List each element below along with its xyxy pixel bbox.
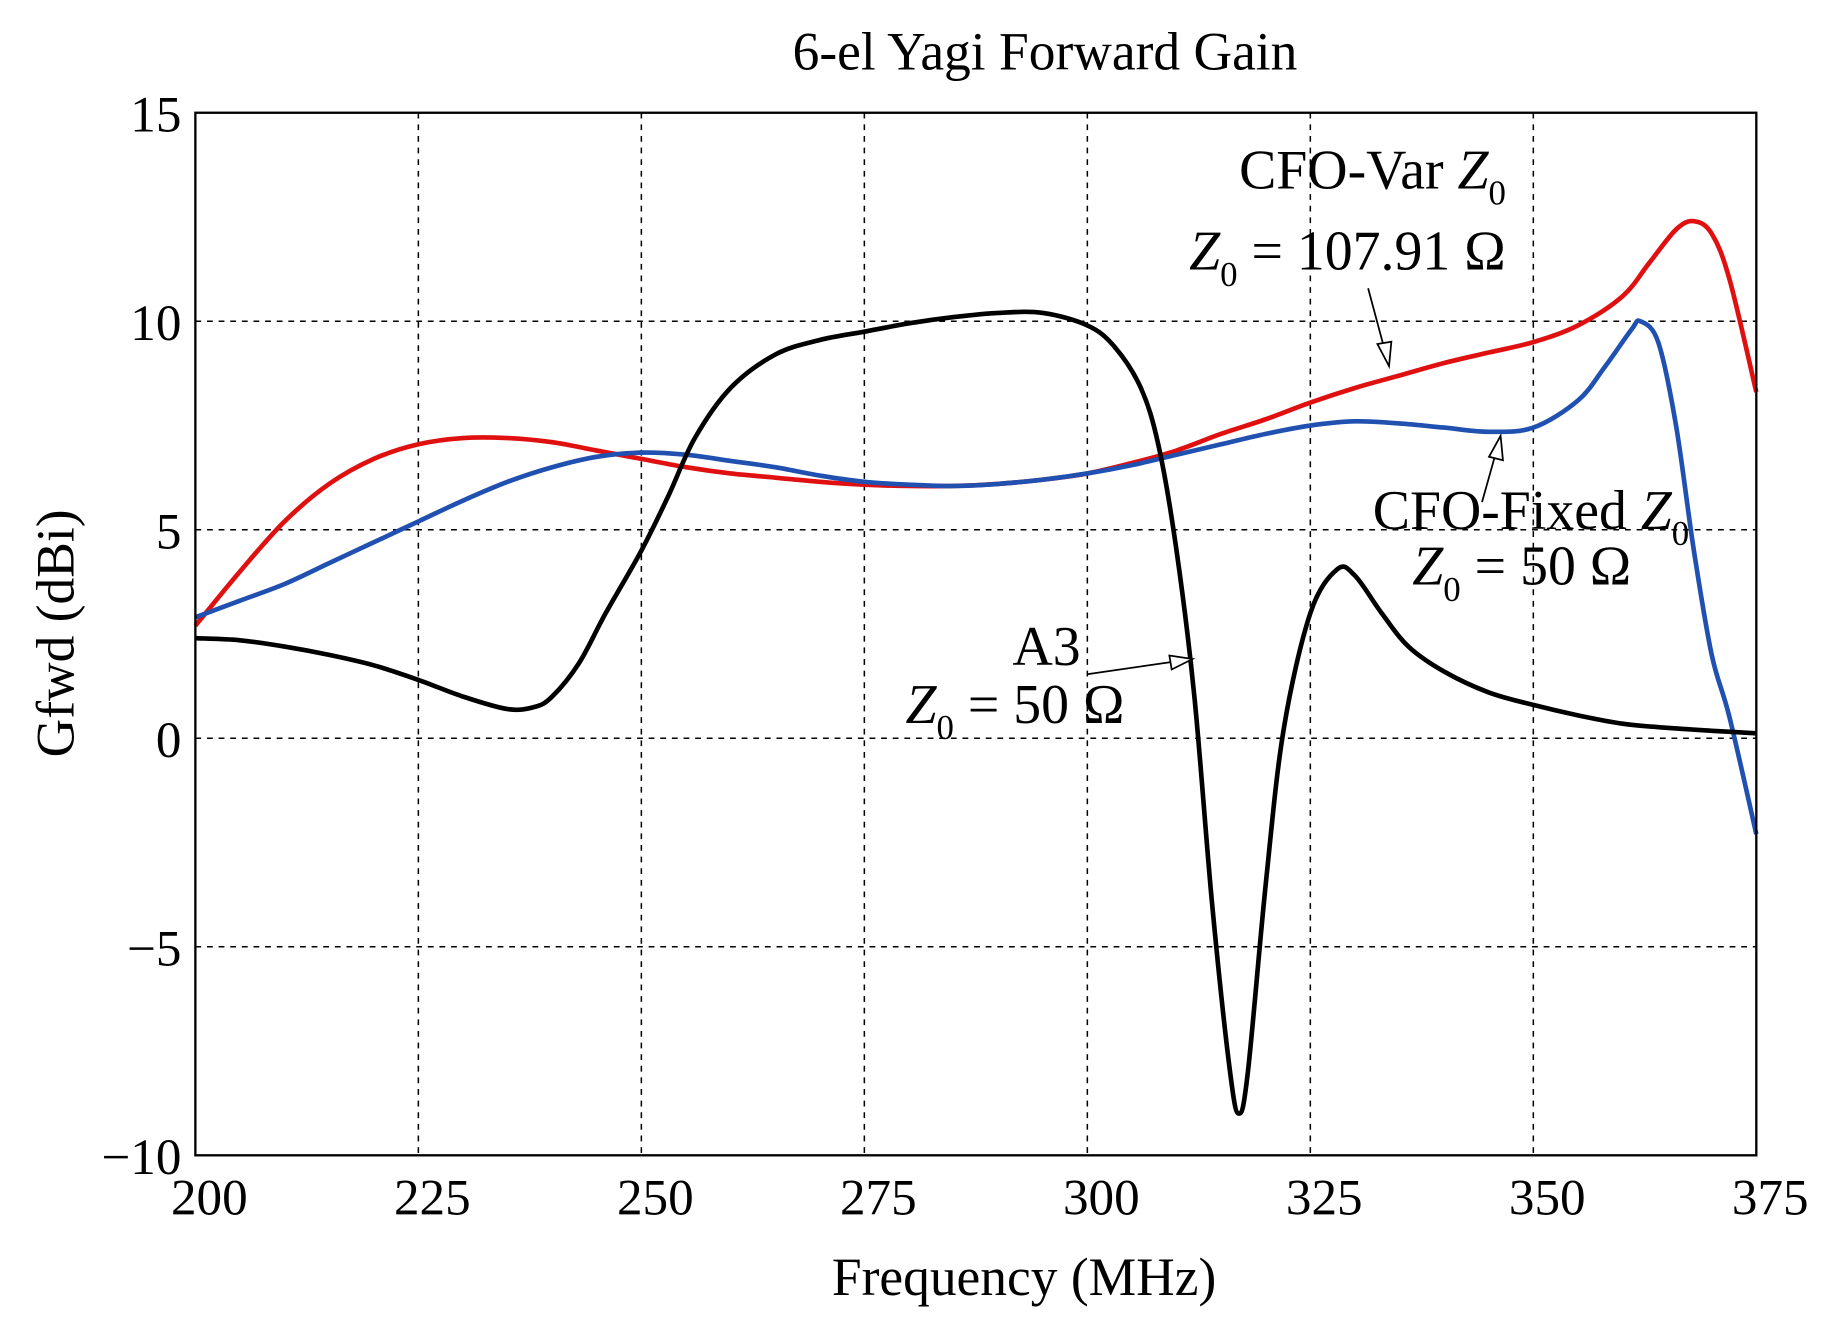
x-tick-label: 350 bbox=[1509, 1170, 1586, 1227]
x-tick-label: 250 bbox=[617, 1170, 694, 1227]
svg-text:CFO-Fixed Z0: CFO-Fixed Z0 bbox=[1373, 480, 1689, 553]
x-tick-label: 300 bbox=[1063, 1170, 1140, 1227]
x-tick-label: 275 bbox=[840, 1170, 917, 1227]
grid bbox=[195, 112, 1757, 1156]
series-line-cfo-fixed-z0 bbox=[194, 318, 1759, 835]
x-tick-label: 375 bbox=[1732, 1170, 1809, 1227]
y-tick-label: 0 bbox=[156, 712, 182, 769]
x-tick-labels: 200 225 250 275 300 325 350 375 bbox=[171, 1170, 1809, 1227]
y-tick-label: −10 bbox=[101, 1129, 181, 1186]
x-tick-label: 225 bbox=[394, 1170, 471, 1227]
annotation-cfo-fixed: CFO-Fixed Z0 Z0 = 50 Ω bbox=[1373, 432, 1689, 609]
series-lines bbox=[193, 218, 1759, 1116]
y-tick-label: 5 bbox=[156, 503, 182, 560]
y-tick-label: 15 bbox=[130, 86, 181, 143]
x-axis-label: Frequency (MHz) bbox=[832, 1247, 1216, 1307]
y-axis-label: Gfwd (dBi) bbox=[25, 509, 85, 757]
y-tick-label: −5 bbox=[127, 920, 181, 977]
series-line-a3 bbox=[195, 309, 1757, 1116]
svg-text:Z0= 107.91 Ω: Z0 = 107.91 Ω bbox=[1189, 221, 1506, 294]
svg-text:CFO-Var Z0: CFO-Var Z0 bbox=[1239, 139, 1506, 212]
annotation-cfo-var: CFO-Var Z0 Z0 = 107.91 Ω bbox=[1189, 139, 1506, 370]
svg-text:A3: A3 bbox=[1012, 616, 1080, 678]
annotation-label: CFO-Var bbox=[1239, 139, 1444, 201]
x-tick-label: 200 bbox=[171, 1170, 248, 1227]
x-tick-label: 325 bbox=[1286, 1170, 1363, 1227]
svg-text:Z0= 50 Ω: Z0 = 50 Ω bbox=[1412, 536, 1631, 609]
y-tick-label: 10 bbox=[130, 295, 181, 352]
plot-frame bbox=[194, 111, 1758, 1157]
chart-title: 6-el Yagi Forward Gain bbox=[793, 22, 1298, 82]
svg-text:Z0= 50 Ω: Z0 = 50 Ω bbox=[906, 674, 1125, 747]
y-tick-labels: 15 10 5 0 −5 −10 bbox=[101, 86, 181, 1186]
annotation-a3: A3 Z0 = 50 Ω bbox=[906, 616, 1196, 747]
